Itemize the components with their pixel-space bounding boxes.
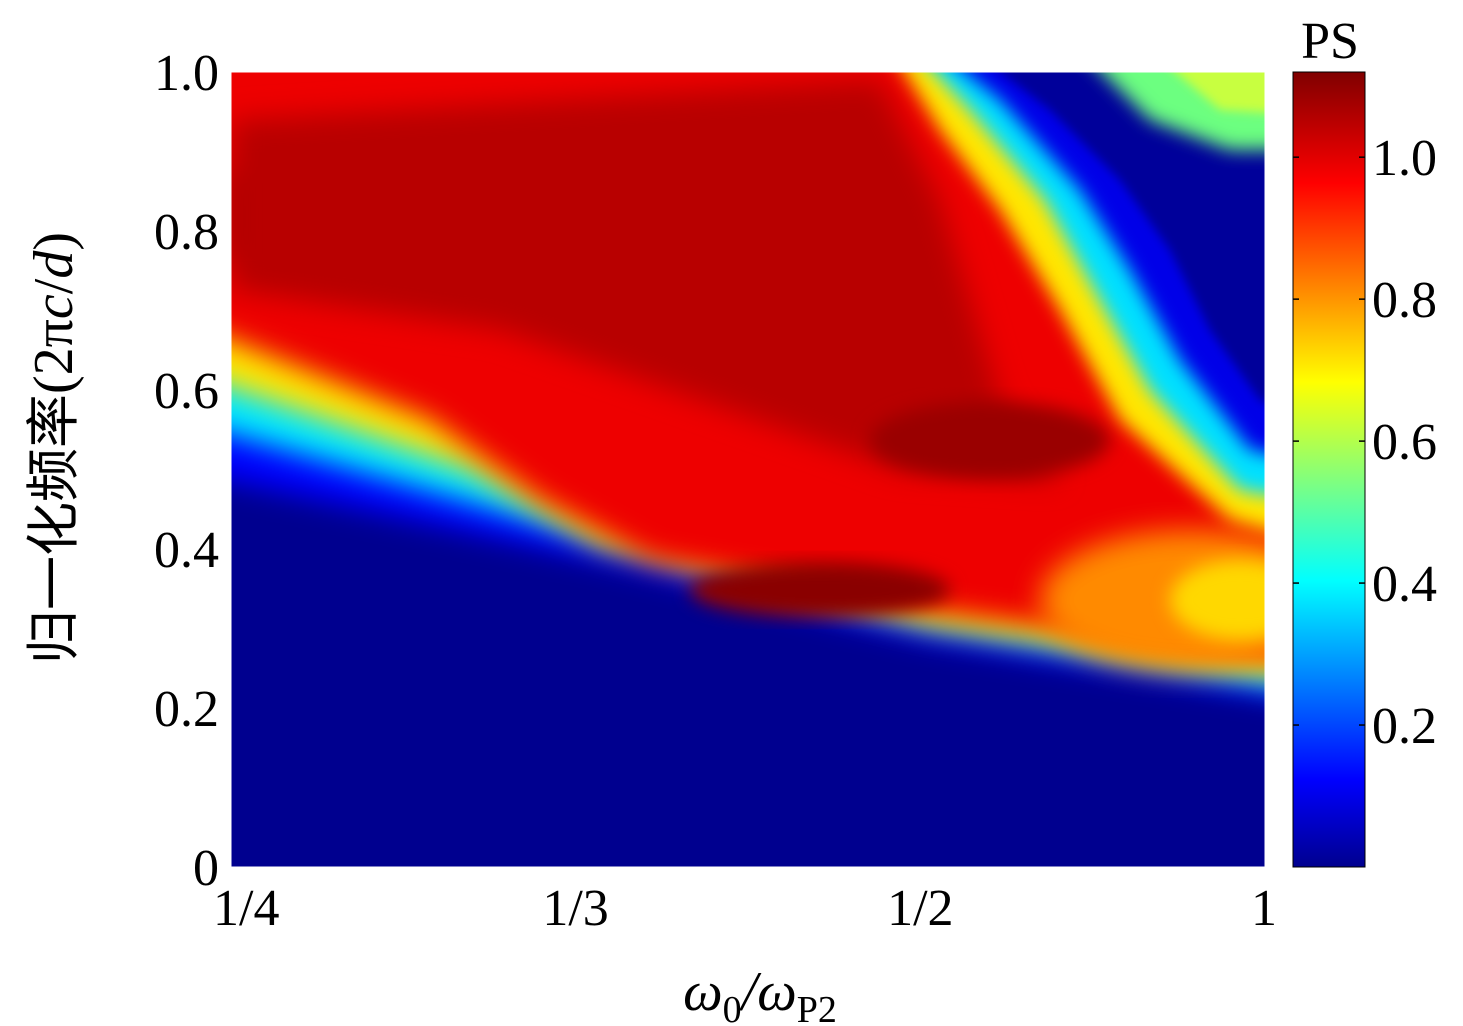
colorbar-label: PS xyxy=(1301,13,1359,70)
x-label-sub1: 0 xyxy=(723,989,742,1026)
x-tick-label: 1/4 xyxy=(213,880,279,937)
y-tick-label: 0.8 xyxy=(154,204,219,261)
x-tick-label: 1 xyxy=(1251,880,1277,937)
y-label-slash: / xyxy=(23,278,85,294)
colorbar-tick-label: 0.8 xyxy=(1372,272,1437,329)
y-label-prefix: 归一化频率 xyxy=(22,394,85,664)
top-right-yellow-band xyxy=(1175,72,1265,113)
colorbar-tick-label: 0.2 xyxy=(1372,698,1437,755)
colorbar-tick-label: 0.6 xyxy=(1372,414,1437,471)
heatmap-field xyxy=(231,72,1265,867)
colorbar-tick-label: 1.0 xyxy=(1372,130,1437,187)
y-tick-label: 1.0 xyxy=(154,45,219,102)
colorbar-ticks: 0.2 0.4 0.6 0.8 1.0 xyxy=(1293,130,1437,755)
colorbar: PS 0.2 0.4 0.6 0.8 1.0 xyxy=(1292,13,1437,868)
x-tick-label: 1/2 xyxy=(887,880,953,937)
y-label-var-c: c xyxy=(23,294,85,319)
yellow-lobe xyxy=(1170,560,1265,640)
colorbar-tick-label: 0.4 xyxy=(1372,556,1437,613)
x-axis-ticks: 1/4 1/3 1/2 1 xyxy=(213,880,1277,937)
x-label-sub2: P2 xyxy=(797,989,837,1026)
dark-max-lower xyxy=(690,562,950,618)
y-tick-label: 0.6 xyxy=(154,363,219,420)
dark-max-broad xyxy=(231,80,1060,480)
y-axis-label: 归一化频率(2πc/d) xyxy=(22,232,85,664)
x-label-omega: ω xyxy=(683,961,723,1023)
upper-stop-band-core xyxy=(1001,72,1265,403)
colorbar-gradient xyxy=(1292,71,1366,868)
y-label-paren-open: (2π xyxy=(23,319,85,394)
y-tick-label: 0.4 xyxy=(154,522,219,579)
dark-max-middle xyxy=(870,402,1110,478)
y-label-var-d: d xyxy=(23,250,85,279)
y-label-paren-close: ) xyxy=(23,232,85,251)
y-axis-ticks: 0 0.2 0.4 0.6 0.8 1.0 xyxy=(154,45,219,897)
y-tick-label: 0 xyxy=(193,840,219,897)
x-tick-label: 1/3 xyxy=(542,880,608,937)
y-tick-label: 0.2 xyxy=(154,681,219,738)
x-label-mid: /ω xyxy=(739,961,797,1023)
x-axis-label: ω0/ωP2 xyxy=(683,961,837,1026)
plot-frame xyxy=(230,71,1266,868)
